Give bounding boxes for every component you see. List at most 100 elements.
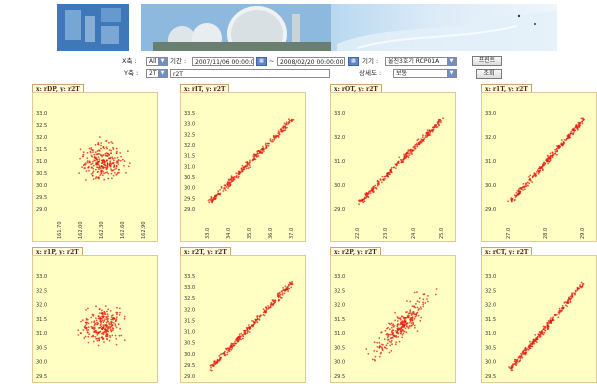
scatter-point	[109, 327, 111, 329]
scatter-point	[274, 300, 276, 302]
scatter-point	[283, 292, 286, 295]
scatter-point	[90, 321, 93, 323]
y-tick-label: 31.0	[334, 331, 345, 337]
scatter-point	[95, 317, 97, 319]
scatter-point	[101, 162, 104, 165]
scatter-point	[557, 311, 560, 314]
start-datetime-input[interactable]: 2007/11/06 00:00:00	[192, 57, 254, 66]
scatter-point	[379, 352, 382, 355]
y-tick-label: 29.0	[485, 207, 496, 213]
scatter-point	[262, 150, 265, 152]
scatter-point	[286, 126, 288, 129]
y-tick-label: 31.0	[184, 164, 195, 170]
scatter-point	[242, 333, 245, 336]
scatter-point	[282, 130, 285, 132]
scatter-point	[265, 308, 268, 311]
scatter-point	[536, 335, 539, 338]
scatter-point	[214, 363, 217, 365]
scatter-point	[95, 305, 97, 308]
scatter-point	[549, 159, 552, 162]
scatter-point	[96, 162, 99, 164]
y-tick-label: 32.5	[184, 296, 195, 302]
y-tick-label: 31.0	[36, 159, 47, 165]
scatter-point	[109, 336, 112, 338]
scatter-point	[556, 153, 558, 156]
scatter-point	[404, 320, 407, 322]
scatter-point	[358, 203, 360, 206]
scatter-point	[102, 316, 105, 319]
scatter-point	[580, 286, 583, 289]
scatter-point	[269, 138, 272, 140]
scatter-point	[85, 179, 87, 181]
scatter-point	[372, 185, 375, 188]
scatter-point	[108, 339, 111, 342]
scatter-point	[417, 314, 420, 317]
scatter-point	[85, 309, 87, 311]
scatter-point	[378, 355, 381, 358]
scatter-point	[116, 313, 118, 316]
scatter-point	[531, 340, 534, 343]
scatter-point	[365, 348, 368, 350]
device-select[interactable]: 울진3호기 RCP01A ▼	[385, 57, 457, 66]
scatter-point	[381, 175, 384, 178]
scatter-point	[102, 154, 104, 157]
scatter-plot: 33.5 33.0 32.5 32.0 31.5 31.0 30.5 30.0 29.5 29.0…	[180, 92, 306, 242]
scatter-point	[428, 129, 431, 132]
calendar-icon[interactable]: ▦	[256, 57, 267, 66]
y-axis-text-input[interactable]: r2T	[170, 69, 330, 78]
scatter-point	[226, 351, 229, 354]
scatter-point	[92, 172, 94, 174]
scatter-point	[392, 334, 394, 336]
calendar-icon[interactable]: ▦	[348, 57, 359, 66]
scatter-point	[243, 333, 246, 335]
scatter-point	[277, 136, 280, 138]
scatter-point	[519, 359, 522, 362]
scatter-point	[399, 318, 402, 321]
detail-select[interactable]: 보통 ▼	[393, 69, 457, 78]
y-tick-label: 30.5	[184, 341, 195, 347]
scatter-point	[88, 166, 90, 168]
scatter-point	[418, 301, 421, 303]
scatter-point	[218, 359, 220, 362]
scatter-point	[111, 142, 114, 144]
scatter-point	[91, 327, 94, 330]
scatter-point	[422, 140, 425, 142]
scatter-point	[546, 154, 549, 157]
scatter-point	[288, 120, 290, 123]
y-axis-select[interactable]: 2T ▼	[146, 69, 168, 78]
end-datetime-input[interactable]: 2008/02/20 00:00:00	[277, 57, 345, 66]
scatter-point	[255, 155, 258, 158]
scatter-point	[90, 173, 93, 175]
scatter-point	[100, 167, 102, 170]
scatter-point	[405, 331, 408, 334]
x-axis-select[interactable]: All ▼	[146, 57, 168, 66]
scatter-point	[92, 151, 94, 153]
y-tick-label: 33.0	[36, 274, 47, 280]
scatter-point	[116, 156, 119, 159]
scatter-svg: 33.0 32.5 32.0 31.5 31.0 30.5 30.0 29.5	[485, 274, 585, 380]
scatter-point	[384, 329, 387, 332]
scatter-point	[223, 354, 226, 357]
scatter-point	[413, 317, 416, 320]
scatter-point	[403, 330, 406, 333]
scatter-point	[237, 175, 240, 178]
scatter-point	[246, 332, 249, 334]
scatter-point	[90, 148, 93, 151]
search-button[interactable]: 조회	[476, 69, 502, 79]
scatter-point	[282, 289, 285, 291]
y-tick-label: 30.5	[36, 171, 47, 177]
y-tick-label: 29.5	[184, 363, 195, 369]
scatter-point	[85, 323, 88, 325]
scatter-point	[513, 363, 515, 366]
print-button[interactable]: 프린트	[472, 56, 502, 66]
scatter-point	[255, 320, 257, 323]
scatter-point	[384, 346, 387, 349]
scatter-point	[570, 130, 573, 133]
scatter-point	[236, 340, 239, 343]
scatter-point	[518, 361, 520, 363]
scatter-point	[571, 295, 574, 298]
scatter-point	[243, 329, 245, 332]
scatter-point	[122, 158, 124, 161]
y-tick-label: 30.5	[36, 345, 47, 351]
scatter-point	[265, 306, 267, 308]
